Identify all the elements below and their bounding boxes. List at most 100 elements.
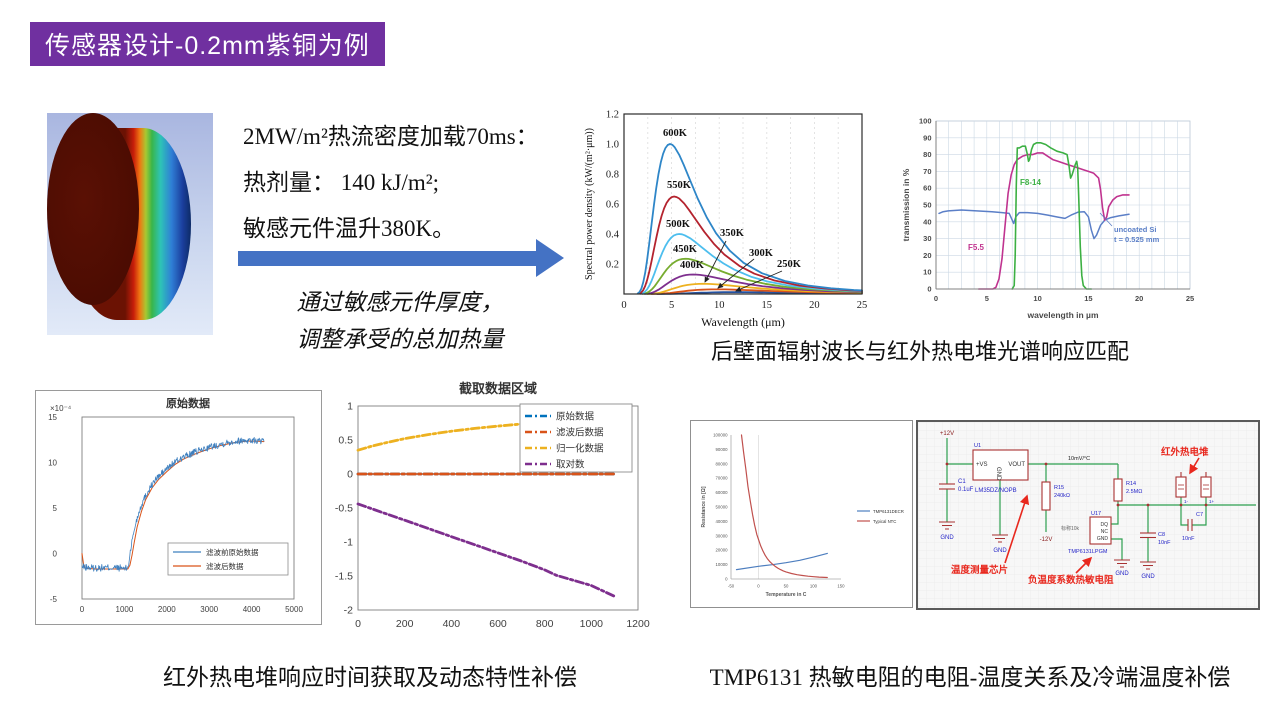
svg-text:20: 20: [1135, 294, 1143, 303]
curve-uncoated-si: [938, 209, 1130, 240]
svg-text:100000: 100000: [713, 433, 728, 438]
transmission-gridlines: [936, 121, 1190, 289]
label-u17: U17: [1091, 511, 1101, 517]
u1-pin-gnd: GND: [995, 467, 1001, 481]
annotation-arrow-temp-chip: [1004, 494, 1030, 564]
cut-xticks: 0 200 400 600 800 1000 1200: [355, 618, 650, 630]
r15-body: [1041, 481, 1051, 511]
annotation-arrow-ntc: [1075, 556, 1093, 574]
label-nominal-10k: 标称10k: [1061, 525, 1080, 532]
svg-text:70: 70: [923, 167, 931, 176]
leader-uncoated-si: [1099, 212, 1113, 227]
curve-350K: [646, 282, 863, 295]
tmp-yticks: 0 10000 20000 30000 40000 50000 60000 70000 8000…: [713, 433, 728, 582]
svg-text:20000: 20000: [716, 548, 729, 553]
curve-F8-14: [1011, 141, 1093, 290]
svg-text:5: 5: [53, 504, 58, 513]
svg-text:200: 200: [396, 618, 414, 630]
label-r14-val: 2.5MΩ: [1126, 489, 1142, 495]
label-c1-val: 0.1uF: [958, 487, 974, 493]
arrow-250K: [735, 270, 783, 292]
svg-text:0.5: 0.5: [338, 435, 353, 447]
transmission-yticks: 0 10 20 30 40 50 60 70 80 90 100: [919, 117, 932, 294]
svg-text:0: 0: [934, 294, 938, 303]
svg-text:-0.5: -0.5: [335, 503, 353, 515]
label-350K: 350K: [720, 228, 745, 239]
svg-text:80000: 80000: [716, 461, 729, 466]
arrow-note: 通过敏感元件厚度， 调整承受的总加热量: [245, 284, 555, 358]
annotation-thermopile: 红外热电堆: [1161, 446, 1209, 458]
curve-ntc: [740, 434, 828, 579]
raw-data-figure: 0 1000 2000 3000 4000 5000 -5 0 5 10 15 原始数据 ×10⁻…: [35, 390, 322, 625]
transmission-xlabel: wavelength in µm: [1026, 310, 1098, 320]
tmp-ylabel: Resistance in [Ω]: [701, 486, 707, 527]
raw-title: 原始数据: [166, 396, 210, 410]
cut-legend-label-3: 归一化数据: [556, 443, 604, 455]
svg-text:0: 0: [927, 285, 931, 294]
label-250K: 250K: [777, 259, 802, 270]
curve-300K: [650, 288, 863, 295]
svg-text:-5: -5: [50, 595, 58, 604]
svg-text:0: 0: [347, 469, 353, 481]
svg-text:800: 800: [536, 618, 554, 630]
svg-text:1.2: 1.2: [606, 110, 619, 121]
label-c8-val: 10nF: [1158, 540, 1171, 546]
u1-pin-vout: VOUT: [1008, 462, 1025, 468]
svg-text:600: 600: [489, 618, 507, 630]
svg-text:0.8: 0.8: [606, 170, 619, 181]
svg-text:-1.5: -1.5: [335, 571, 353, 583]
svg-text:150: 150: [837, 584, 845, 589]
svg-text:90: 90: [923, 133, 931, 142]
svg-text:-2: -2: [344, 605, 353, 617]
label-gnd-4: GND: [1141, 574, 1155, 580]
svg-text:10: 10: [1033, 294, 1041, 303]
u17-body: [1089, 516, 1112, 545]
compensation-circuit-figure: +12V -12V U1 +VS VOUT GND LM35DZ/NOPB C1…: [916, 420, 1260, 610]
annotation-arrow-thermopile: [1189, 457, 1200, 475]
u1-pin-vs: +VS: [976, 462, 988, 468]
u17-pin-dq: DQ: [1101, 522, 1109, 528]
svg-text:10: 10: [714, 300, 725, 311]
caption-bottom-left: 红外热电堆响应时间获取及动态特性补偿: [163, 665, 577, 690]
label-r14: R14: [1126, 481, 1136, 487]
cut-legend-label-2: 滤波后数据: [556, 427, 604, 439]
spectral-gridlines: [647, 114, 839, 294]
label-550K: 550K: [667, 180, 692, 191]
svg-text:1200: 1200: [626, 618, 650, 630]
svg-text:100: 100: [810, 584, 818, 589]
svg-text:0.4: 0.4: [606, 230, 620, 241]
raw-yticks: -5 0 5 10 15: [48, 413, 57, 604]
spectral-yticks: 0.2 0.4 0.6 0.8 1.0 1.2: [606, 110, 620, 271]
label-1minus: 1-: [1184, 499, 1189, 504]
note-line-2: 调整承受的总加热量: [296, 327, 504, 352]
svg-text:50: 50: [923, 201, 931, 210]
arrow-350K: [704, 240, 727, 283]
label-c7: C7: [1196, 512, 1203, 518]
svg-text:2000: 2000: [158, 605, 176, 614]
label-gnd-1: GND: [940, 535, 954, 541]
label-F5-5: F5.5: [968, 243, 985, 252]
label-gnd-2: GND: [993, 548, 1007, 554]
svg-text:30: 30: [923, 234, 931, 243]
svg-text:0: 0: [355, 618, 361, 630]
svg-text:50: 50: [784, 584, 789, 589]
caption-bottom-right: TMP6131 热敏电阻的电阻-温度关系及冷端温度补偿: [709, 665, 1231, 690]
raw-data-chart: 0 1000 2000 3000 4000 5000 -5 0 5 10 15 原始数据 ×10⁻…: [48, 396, 303, 614]
cut-region-chart: 0 200 400 600 800 1000 1200 -2-1.5-1-0.500.51 …: [335, 381, 650, 630]
label-tmp6131: TMP6131LPGM: [1068, 549, 1108, 555]
label-1plus: 1+: [1209, 499, 1215, 504]
curve-550K: [638, 195, 863, 295]
svg-text:30000: 30000: [716, 533, 729, 538]
svg-text:0.6: 0.6: [606, 200, 619, 211]
svg-text:10000: 10000: [716, 562, 729, 567]
svg-text:1.0: 1.0: [606, 140, 619, 151]
flow-arrow-head: [536, 239, 564, 277]
spectral-plot-box: [623, 113, 863, 295]
svg-text:60000: 60000: [716, 490, 729, 495]
heat-load-text: 2MW/m²热流密度加载70ms： 热剂量： 140 kJ/m²; 敏感元件温升…: [243, 114, 539, 252]
spectral-xticks: 0 5 10 15 20 25: [621, 300, 867, 311]
svg-text:3000: 3000: [200, 605, 218, 614]
label-F8-14: F8-14: [1020, 178, 1041, 187]
svg-text:10: 10: [48, 459, 57, 468]
